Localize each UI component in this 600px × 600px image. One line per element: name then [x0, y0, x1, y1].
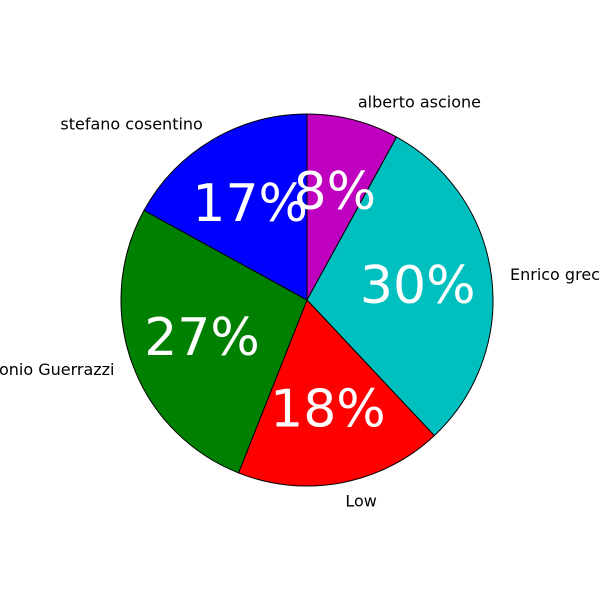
pie-slice: [120, 209, 308, 474]
slice-percent-label: 30%: [360, 256, 476, 316]
pie-slice: [306, 113, 398, 301]
slices-layer: [120, 113, 494, 487]
percent-labels-layer: 8% 30% 18%27% 17%: [144, 162, 475, 440]
slice-label: Enrico greco: [510, 265, 600, 284]
pie-slice: [143, 113, 308, 301]
slice-label: Antonio Guerrazzi: [0, 360, 114, 379]
slice-percent-label: 8%: [294, 162, 377, 222]
slice-label: alberto ascione: [358, 92, 481, 111]
slice-percent-label: 17%: [192, 174, 308, 234]
pie-slice: [306, 136, 494, 437]
slice-percent-label: 18%: [270, 380, 386, 440]
pie-slice: [238, 299, 435, 487]
slice-percent-label: 27%: [144, 308, 260, 368]
slice-labels-layer: alberto ascione Enrico greco Low Antonio Gu…: [0, 92, 600, 510]
slice-label: Low: [345, 491, 377, 510]
slice-label: stefano cosentino: [60, 114, 202, 133]
